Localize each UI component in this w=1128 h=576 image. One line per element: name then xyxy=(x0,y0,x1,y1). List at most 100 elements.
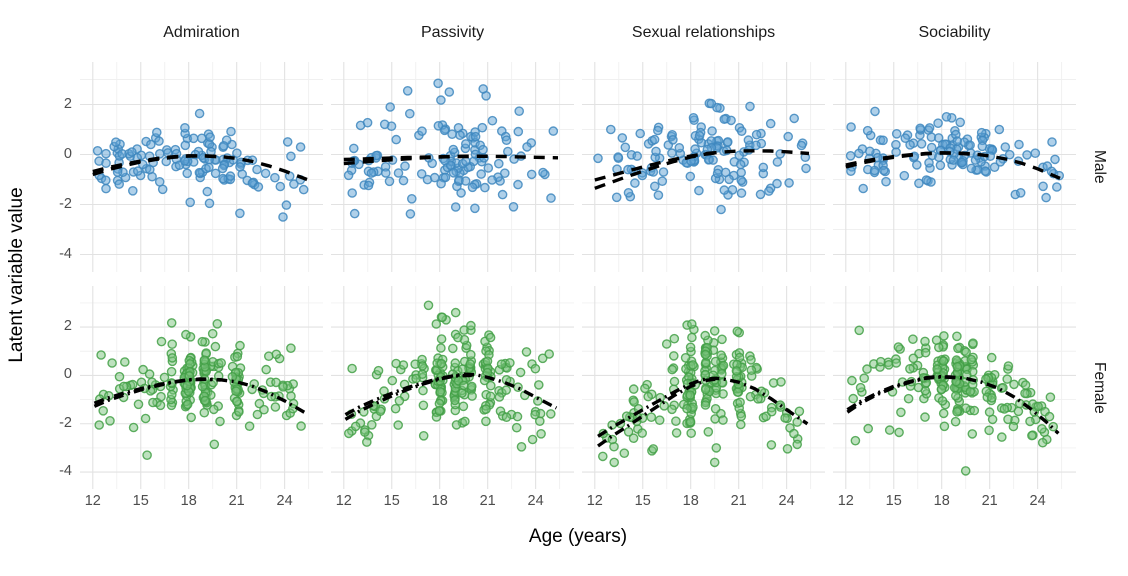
data-point xyxy=(628,384,639,394)
data-point xyxy=(685,390,695,400)
y-tick-label: -4 xyxy=(59,245,72,262)
data-point xyxy=(481,404,491,414)
data-point xyxy=(199,355,210,365)
y-tick-label: -2 xyxy=(59,195,72,212)
data-point xyxy=(1047,137,1057,147)
facet-title-sociability: Sociability xyxy=(918,24,991,41)
data-point xyxy=(764,186,774,196)
data-point xyxy=(407,193,417,204)
trend-curve xyxy=(594,150,720,190)
data-point xyxy=(862,125,873,136)
data-point xyxy=(497,189,508,200)
data-point xyxy=(482,367,493,378)
data-point xyxy=(1009,379,1019,390)
y-tick-label: 2 xyxy=(63,95,72,112)
data-point xyxy=(485,332,496,343)
data-point xyxy=(431,319,442,329)
x-tick-label: 12 xyxy=(335,493,352,509)
data-point xyxy=(295,142,306,152)
data-point xyxy=(905,140,915,150)
facet-title-passivity: Passivity xyxy=(420,24,485,41)
data-point xyxy=(282,137,293,147)
data-point xyxy=(766,440,777,450)
data-point xyxy=(278,382,288,392)
trend-curve xyxy=(343,154,472,166)
data-point xyxy=(661,339,672,349)
data-point xyxy=(855,382,866,393)
data-point xyxy=(931,335,942,346)
data-point xyxy=(967,429,978,439)
data-point xyxy=(513,382,523,392)
data-point xyxy=(526,169,537,180)
data-point xyxy=(436,95,446,105)
data-point xyxy=(101,183,111,194)
data-point xyxy=(669,376,680,387)
data-point xyxy=(437,312,448,323)
x-tick-label: 21 xyxy=(730,493,747,509)
data-point xyxy=(226,126,236,137)
data-point xyxy=(180,156,190,166)
data-point xyxy=(1041,192,1051,203)
data-point xyxy=(185,197,195,208)
data-point xyxy=(466,381,477,392)
data-point xyxy=(92,146,103,156)
y-tick-label: 0 xyxy=(63,366,72,383)
data-point xyxy=(658,167,669,177)
x-tick-label: 15 xyxy=(885,493,902,509)
data-point xyxy=(275,181,286,192)
data-point xyxy=(501,135,512,145)
data-point xyxy=(450,307,461,318)
data-point xyxy=(968,338,978,349)
facet-strip-male: Male xyxy=(1091,150,1108,184)
data-point xyxy=(726,115,736,126)
data-point xyxy=(1008,421,1019,432)
data-point xyxy=(899,170,910,181)
data-point xyxy=(801,163,811,174)
data-point xyxy=(619,448,630,458)
data-point xyxy=(776,377,786,387)
data-point xyxy=(989,162,1000,172)
data-point xyxy=(155,149,165,159)
data-point xyxy=(674,143,685,153)
data-point xyxy=(533,380,544,390)
data-point xyxy=(859,373,870,383)
data-point xyxy=(436,343,446,353)
y-tick-label: -2 xyxy=(59,414,72,431)
data-point xyxy=(138,364,148,375)
data-point xyxy=(623,164,633,175)
x-tick-label: 21 xyxy=(981,493,998,509)
data-point xyxy=(735,397,745,408)
data-point xyxy=(94,420,105,430)
data-point xyxy=(966,354,977,365)
data-point xyxy=(969,405,980,416)
data-point xyxy=(244,421,255,431)
data-point xyxy=(501,385,511,395)
data-point xyxy=(694,185,704,196)
data-point xyxy=(685,171,696,182)
data-point xyxy=(101,158,111,168)
data-point xyxy=(984,407,995,417)
data-point xyxy=(758,162,769,173)
data-point xyxy=(405,108,415,119)
data-point xyxy=(101,148,111,159)
data-point xyxy=(716,350,726,360)
data-point xyxy=(637,428,648,438)
data-point xyxy=(719,185,730,195)
scatter-canvas xyxy=(582,62,825,272)
data-point xyxy=(271,349,282,360)
trend-curve xyxy=(597,376,720,448)
data-point xyxy=(435,387,446,397)
data-point xyxy=(343,170,354,181)
trend-curve xyxy=(846,375,958,414)
data-point xyxy=(700,349,711,360)
data-point xyxy=(455,130,465,140)
data-point xyxy=(876,356,886,367)
data-point xyxy=(736,188,747,198)
data-point xyxy=(1000,142,1011,152)
x-tick-label: 18 xyxy=(933,493,950,509)
data-point xyxy=(1025,416,1035,427)
data-point xyxy=(891,358,902,368)
data-point xyxy=(999,404,1010,414)
data-point xyxy=(387,375,398,386)
data-point xyxy=(111,137,121,147)
